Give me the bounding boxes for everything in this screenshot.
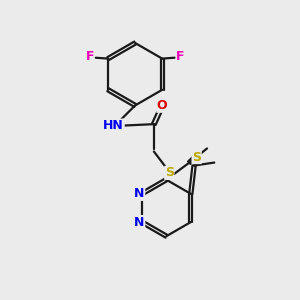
Text: S: S [192, 151, 201, 164]
Text: S: S [165, 167, 174, 179]
Text: N: N [134, 216, 145, 229]
Text: O: O [157, 99, 167, 112]
Text: HN: HN [103, 119, 124, 132]
Text: N: N [134, 187, 145, 200]
Text: F: F [176, 50, 185, 63]
Text: F: F [85, 50, 94, 63]
